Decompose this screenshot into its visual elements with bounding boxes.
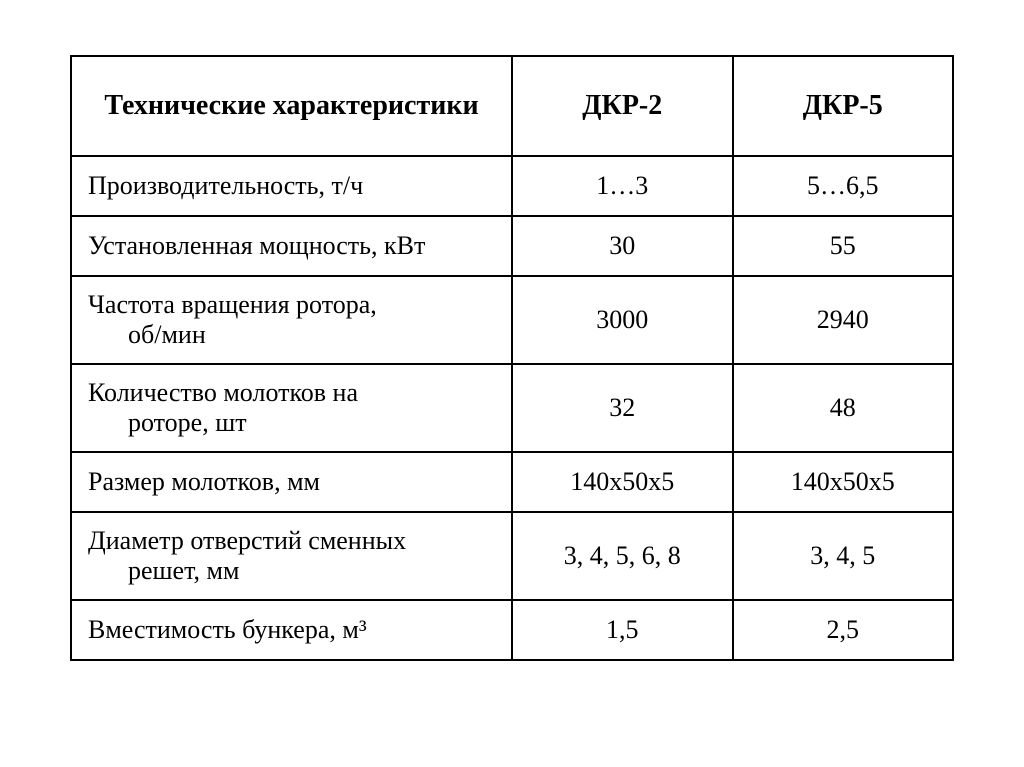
table-row: Диаметр отверстий сменныхрешет, мм 3, 4,… [71, 512, 953, 600]
col-header-dkr5: ДКР-5 [733, 56, 954, 156]
row-value-dkr2: 140х50х5 [512, 452, 733, 512]
row-value-dkr5: 48 [733, 364, 954, 452]
row-value-dkr5: 5…6,5 [733, 156, 954, 216]
row-value-dkr5: 140х50х5 [733, 452, 954, 512]
row-value-dkr2: 1…3 [512, 156, 733, 216]
row-value-dkr5: 3, 4, 5 [733, 512, 954, 600]
spec-table: Технические характеристики ДКР-2 ДКР-5 П… [70, 55, 954, 661]
row-label: Диаметр отверстий сменныхрешет, мм [71, 512, 512, 600]
col-header-spec: Технические характеристики [71, 56, 512, 156]
row-value-dkr5: 55 [733, 216, 954, 276]
table-row: Вместимость бункера, м³ 1,5 2,5 [71, 600, 953, 660]
row-value-dkr2: 3, 4, 5, 6, 8 [512, 512, 733, 600]
table-row: Производительность, т/ч 1…3 5…6,5 [71, 156, 953, 216]
row-label: Количество молотков нароторе, шт [71, 364, 512, 452]
row-value-dkr5: 2940 [733, 276, 954, 364]
row-label: Установленная мощность, кВт [71, 216, 512, 276]
row-value-dkr2: 1,5 [512, 600, 733, 660]
table-row: Частота вращения ротора,об/мин 3000 2940 [71, 276, 953, 364]
row-label: Частота вращения ротора,об/мин [71, 276, 512, 364]
col-header-dkr2: ДКР-2 [512, 56, 733, 156]
table-body: Производительность, т/ч 1…3 5…6,5 Устано… [71, 156, 953, 660]
row-label: Вместимость бункера, м³ [71, 600, 512, 660]
row-value-dkr2: 32 [512, 364, 733, 452]
table-row: Количество молотков нароторе, шт 32 48 [71, 364, 953, 452]
row-value-dkr2: 30 [512, 216, 733, 276]
row-value-dkr2: 3000 [512, 276, 733, 364]
row-label: Производительность, т/ч [71, 156, 512, 216]
table-row: Установленная мощность, кВт 30 55 [71, 216, 953, 276]
table-header-row: Технические характеристики ДКР-2 ДКР-5 [71, 56, 953, 156]
table-row: Размер молотков, мм 140х50х5 140х50х5 [71, 452, 953, 512]
row-value-dkr5: 2,5 [733, 600, 954, 660]
row-label: Размер молотков, мм [71, 452, 512, 512]
